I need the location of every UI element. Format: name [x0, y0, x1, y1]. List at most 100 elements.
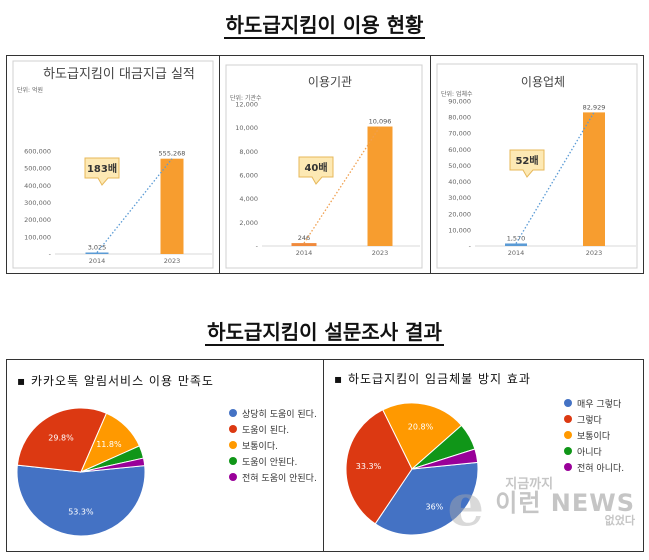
- x-tick-label: 2023: [586, 249, 603, 257]
- pie-value-label: 33.3%: [356, 462, 382, 471]
- watermark-logo-icon: e: [447, 471, 485, 539]
- legend-label: 보통이다: [577, 431, 611, 442]
- bar-2023: [160, 158, 184, 254]
- y-tick-label: 30,000: [448, 194, 471, 202]
- x-tick-label: 2014: [296, 249, 313, 257]
- legend-item: 아니다: [564, 443, 624, 459]
- legend-swatch: [229, 409, 237, 417]
- legend-item: 보통이다: [564, 427, 624, 443]
- chart-title: 이용업체: [521, 75, 565, 89]
- y-tick-label: -: [469, 243, 472, 251]
- legend-item: 그렇다: [564, 411, 624, 427]
- trend-line: [96, 158, 173, 253]
- pie-charts-frame: ▪ 카카오톡 알림서비스 이용 만족도 53.3% 29.8% 11.8% 상당히 …: [6, 359, 644, 552]
- growth-annotation: 183배: [87, 162, 117, 175]
- pie-legend-satisfaction: 상당히 도움이 된다. 도움이 된다. 보통이다. 도움이 안된다. 전혀 도움이 안된…: [229, 405, 317, 485]
- panel-divider: [219, 56, 220, 273]
- data-label: 3,025: [88, 244, 107, 252]
- y-tick-label: 20,000: [448, 210, 471, 218]
- y-tick-label: 100,000: [24, 233, 51, 241]
- x-tick-label: 2023: [164, 257, 181, 265]
- pie-slice: [374, 461, 479, 536]
- panel-divider: [430, 56, 431, 273]
- y-tick-label: 50,000: [448, 162, 471, 170]
- legend-swatch: [564, 431, 572, 439]
- data-label: 82,929: [583, 103, 606, 111]
- growth-callout: [509, 149, 545, 178]
- legend-swatch: [564, 463, 572, 471]
- data-label: 1,570: [507, 234, 526, 242]
- section-title-usage: 하도급지킴이 이용 현황: [223, 13, 426, 39]
- y-tick-label: 2,000: [239, 219, 258, 227]
- y-tick-label: 12,000: [235, 101, 258, 109]
- growth-annotation: 40배: [304, 161, 327, 174]
- legend-label: 매우 그렇다: [577, 399, 622, 410]
- legend-swatch: [564, 399, 572, 407]
- y-tick-label: -: [49, 251, 52, 259]
- y-tick-label: 200,000: [24, 216, 51, 224]
- pie-chart-satisfaction-panel: ▪ 카카오톡 알림서비스 이용 만족도 53.3% 29.8% 11.8% 상당히 …: [7, 360, 323, 551]
- pie-chart-satisfaction: 53.3% 29.8% 11.8%: [16, 407, 146, 537]
- pie-value-label: 29.8%: [48, 434, 74, 443]
- legend-label: 도움이 안된다.: [242, 457, 298, 468]
- x-tick-label: 2014: [508, 249, 525, 257]
- unit-label: 단위: 억원: [17, 86, 43, 94]
- growth-callout: [84, 157, 120, 186]
- data-label: 10,096: [369, 118, 392, 126]
- y-tick-label: 6,000: [239, 172, 258, 180]
- y-tick-label: 60,000: [448, 146, 471, 154]
- section-title-survey: 하도급지킴이 설문조사 결과: [205, 320, 444, 346]
- pie-slice: [16, 407, 108, 473]
- legend-item: 도움이 안된다.: [229, 453, 317, 469]
- y-tick-label: 40,000: [448, 178, 471, 186]
- watermark-line-2: 이런 NEWS: [495, 489, 635, 517]
- y-tick-label: 600,000: [24, 148, 51, 156]
- y-tick-label: 500,000: [24, 165, 51, 173]
- pie-title-wage: ▪ 하도급지킴이 임금체불 방지 효과: [334, 372, 531, 386]
- growth-annotation: 52배: [515, 154, 538, 167]
- y-tick-label: 70,000: [448, 130, 471, 138]
- pie-chart-wage: 36% 33.3% 20.8%: [345, 402, 479, 536]
- pie-value-label: 36%: [426, 502, 444, 511]
- legend-swatch: [229, 425, 237, 433]
- pie-slice: [382, 402, 463, 470]
- bar-chart-payment-panel: 하도급지킴이 대금지급 실적 단위: 억원 - 100,000 200,000 300,0…: [7, 56, 219, 273]
- legend-swatch: [564, 447, 572, 455]
- legend-label: 그렇다: [577, 415, 602, 426]
- data-label: 246: [298, 234, 310, 242]
- trend-line: [515, 112, 595, 244]
- y-tick-label: 300,000: [24, 199, 51, 207]
- bar-2014: [505, 243, 527, 246]
- legend-label: 전혀 아니다.: [577, 463, 625, 474]
- pie-title-satisfaction: ▪ 카카오톡 알림서비스 이용 만족도: [17, 374, 214, 388]
- pie-slice: [16, 464, 146, 537]
- bar-chart-companies-panel: 이용업체 단위: 업체수 - 10,000 20,000 30,000 40,000 50,0…: [431, 56, 643, 273]
- watermark-line-1: 지금까지: [505, 477, 554, 492]
- y-tick-label: 80,000: [448, 114, 471, 122]
- chart-title: 이용기관: [308, 75, 352, 89]
- chart-title: 하도급지킴이 대금지급 실적: [43, 67, 195, 82]
- legend-label: 상당히 도움이 된다.: [242, 409, 317, 420]
- y-tick-label: 4,000: [239, 195, 258, 203]
- legend-swatch: [229, 441, 237, 449]
- y-tick-label: 10,000: [448, 226, 471, 234]
- x-tick-label: 2023: [372, 249, 389, 257]
- pie-slice: [80, 457, 146, 473]
- watermark-line-3: 없었다: [604, 514, 635, 527]
- pie-value-label: 20.8%: [408, 422, 434, 431]
- y-tick-label: 8,000: [239, 148, 258, 156]
- y-tick-label: 400,000: [24, 182, 51, 190]
- legend-item: 전혀 도움이 안된다.: [229, 469, 317, 485]
- pie-chart-wage-panel: ▪ 하도급지킴이 임금체불 방지 효과 36% 33.3% 20.8% 매우 그렇다…: [324, 360, 644, 551]
- y-tick-label: -: [256, 243, 259, 251]
- unit-label: 단위: 기관수: [230, 94, 262, 102]
- pie-slice: [411, 448, 479, 470]
- legend-label: 전혀 도움이 안된다.: [242, 473, 317, 484]
- legend-item: 전혀 아니다.: [564, 459, 624, 475]
- pie-value-label: 53.3%: [68, 508, 94, 517]
- data-label: 555,268: [159, 150, 186, 158]
- y-tick-label: 90,000: [448, 98, 471, 106]
